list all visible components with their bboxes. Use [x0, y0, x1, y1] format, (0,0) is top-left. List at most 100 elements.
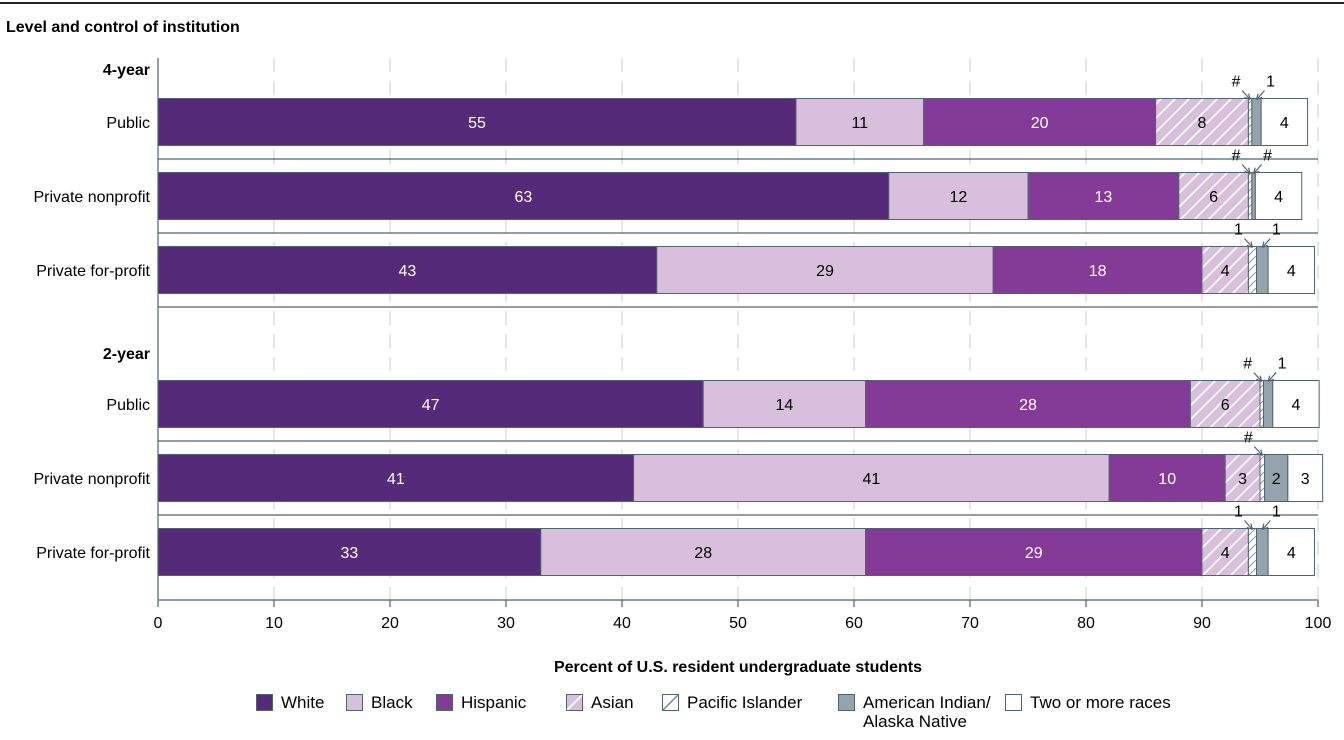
- callout-label: #: [1232, 148, 1241, 165]
- legend-label: Two or more races: [1030, 693, 1171, 712]
- bar-segment-two-or-more-races: [1272, 380, 1320, 428]
- bar-segment-pacific-islander: [1247, 98, 1253, 146]
- bar-segment-american-indian: [1251, 172, 1256, 220]
- bar-segment-pacific-islander: [1247, 172, 1253, 220]
- legend-label-line: Asian: [591, 693, 634, 712]
- callout-label: #: [1243, 356, 1252, 373]
- legend-swatch: [436, 694, 453, 711]
- x-tick-label: 90: [1193, 615, 1211, 632]
- data-label: 4: [1221, 545, 1230, 562]
- legend-item: American Indian/Alaska Native: [838, 693, 991, 731]
- data-label: 29: [816, 263, 834, 280]
- row-label: Private for-profit: [36, 263, 150, 280]
- callout-line: [1241, 90, 1251, 100]
- bars-layer: 55 11 20 8 4# 163 12 13 6 4# #43 29 18 4 41 147 14 28 6 4# 1…: [157, 74, 1324, 576]
- callout-line: [1244, 520, 1253, 530]
- legend-swatch: [1005, 694, 1022, 711]
- bar-segment-two-or-more-races: [1287, 454, 1324, 502]
- callout-line: [1253, 446, 1263, 456]
- bar-segment-pacific-islander: [1259, 380, 1264, 428]
- data-label: 13: [1095, 189, 1113, 206]
- top-rule: [0, 2, 1344, 4]
- legend-label: White: [281, 693, 324, 712]
- legend-item: Hispanic: [436, 693, 526, 712]
- x-tick-label: 60: [845, 615, 863, 632]
- legend-label-line: Pacific Islander: [687, 693, 803, 712]
- bar-segment-black: [795, 98, 925, 146]
- group-label: 4-year: [103, 62, 150, 79]
- callout-label: 1: [1272, 222, 1281, 239]
- legend-label-line: American Indian/: [863, 693, 991, 712]
- callout-label: #: [1244, 430, 1253, 447]
- legend-label: Black: [371, 693, 413, 712]
- callout-arrowhead: [1244, 93, 1251, 101]
- data-label: 55: [468, 115, 486, 132]
- bar-segment-hispanic: [865, 528, 1203, 576]
- bar-segment-american-indian: [1262, 380, 1274, 428]
- callout-arrowhead: [1246, 241, 1254, 249]
- data-label: 4: [1274, 189, 1283, 206]
- callout-arrowhead: [1256, 449, 1263, 457]
- legend-swatch: [566, 694, 583, 711]
- bar-segment-american-indian: [1256, 246, 1269, 294]
- bar-segment-black: [702, 380, 867, 428]
- bar-segment-hispanic: [992, 246, 1203, 294]
- callout-line: [1256, 90, 1265, 100]
- bar-segment-two-or-more-races: [1267, 528, 1316, 576]
- legend-item: White: [256, 693, 324, 712]
- row-label: Private for-profit: [36, 545, 150, 562]
- callout-label: 1: [1278, 356, 1287, 373]
- grid-layer: [158, 58, 1319, 600]
- data-label: 41: [863, 471, 881, 488]
- callout-line: [1253, 372, 1263, 382]
- bar-segment-asian: [1189, 380, 1261, 428]
- legend-label-line: Black: [371, 693, 413, 712]
- data-label: 4: [1221, 263, 1230, 280]
- callout-label: #: [1263, 148, 1272, 165]
- data-label: 4: [1287, 263, 1296, 280]
- row-label: Public: [106, 115, 150, 132]
- data-label: 20: [1031, 115, 1049, 132]
- bar-segment-two-or-more-races: [1267, 246, 1316, 294]
- legend-swatch: [346, 694, 363, 711]
- callout-line: [1261, 238, 1271, 248]
- legend-label-line: Alaska Native: [863, 712, 967, 731]
- data-label: 3: [1301, 471, 1310, 488]
- x-tick-label: 100: [1305, 615, 1332, 632]
- callout-label: 1: [1266, 74, 1275, 91]
- bar-segment-white: [157, 98, 797, 146]
- callout-line: [1267, 372, 1277, 382]
- bar-segment-asian: [1201, 528, 1249, 576]
- callout-arrowhead: [1244, 167, 1251, 175]
- data-label: 10: [1158, 471, 1176, 488]
- legend-label: American Indian/Alaska Native: [863, 693, 991, 731]
- data-label: 28: [694, 545, 712, 562]
- bar-segment-pacific-islander: [1247, 246, 1258, 294]
- data-label: 4: [1280, 115, 1289, 132]
- callout-label: 1: [1234, 222, 1243, 239]
- bar-segment-black: [540, 528, 867, 576]
- bar-segment-american-indian: [1251, 98, 1262, 146]
- data-label: 3: [1238, 471, 1247, 488]
- legend-swatch: [838, 694, 855, 711]
- data-label: 33: [341, 545, 359, 562]
- callout-line: [1253, 164, 1263, 174]
- callout-arrowhead: [1255, 93, 1263, 101]
- row-label: Public: [106, 397, 150, 414]
- data-label: 2: [1272, 471, 1281, 488]
- x-axis-title: Percent of U.S. resident undergraduate s…: [554, 659, 922, 676]
- data-label: 14: [776, 397, 794, 414]
- data-label: 4: [1287, 545, 1296, 562]
- bar-segment-two-or-more-races: [1254, 172, 1303, 220]
- bar-segment-pacific-islander: [1259, 454, 1266, 502]
- x-tick-label: 50: [729, 615, 747, 632]
- bar-segment-american-indian: [1256, 528, 1269, 576]
- row-label: Private nonprofit: [33, 189, 150, 206]
- data-label: 41: [387, 471, 405, 488]
- bar-segment-black: [656, 246, 994, 294]
- legend-label: Hispanic: [461, 693, 526, 712]
- x-tick-label: 40: [613, 615, 631, 632]
- legend-label-line: White: [281, 693, 325, 712]
- row-label: Private nonprofit: [33, 471, 150, 488]
- group-label: 2-year: [103, 346, 150, 363]
